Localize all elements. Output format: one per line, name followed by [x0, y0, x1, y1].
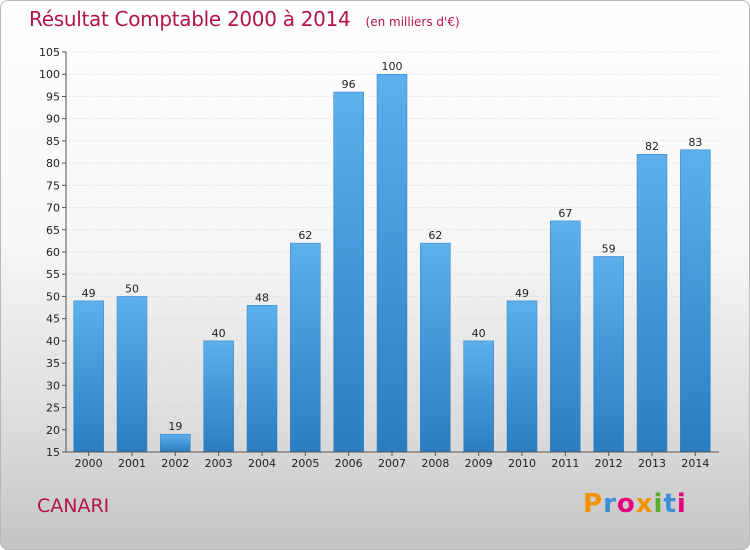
proxiti-logo[interactable]: Proxiti [583, 489, 687, 519]
y-tick-label: 20 [46, 424, 60, 437]
bar-value-label: 83 [688, 136, 702, 149]
logo-letter: i [653, 489, 664, 519]
x-tick-label: 2004 [248, 457, 276, 470]
x-tick-label: 2008 [421, 457, 449, 470]
bars: 49 50 19 40 48 62 96 100 62 40 49 67 59 82 83 [73, 60, 711, 453]
bar-value-label: 49 [515, 287, 529, 300]
x-tick-label: 2009 [465, 457, 493, 470]
y-tick-label: 60 [46, 246, 60, 259]
y-tick-label: 85 [46, 135, 60, 148]
y-tick-label: 30 [46, 379, 60, 392]
axes: 15 20 25 30 35 40 45 50 55 60 65 70 75 80 85 90 95 100 105… [39, 46, 719, 470]
y-tick-label: 100 [39, 68, 60, 81]
chart-title-unit: (en milliers d'€) [365, 15, 460, 29]
bar [680, 149, 711, 453]
bar-value-label: 100 [382, 60, 403, 73]
x-tick-label: 2007 [378, 457, 406, 470]
y-tick-label: 45 [46, 313, 60, 326]
bar-value-label: 19 [168, 420, 182, 433]
bar-value-label: 96 [342, 78, 356, 91]
y-tick-label: 50 [46, 290, 60, 303]
x-tick-label: 2005 [291, 457, 319, 470]
bar-value-label: 62 [298, 229, 312, 242]
logo-letter: i [676, 489, 687, 519]
bar-value-label: 40 [472, 327, 486, 340]
bar [376, 73, 408, 453]
bar [246, 305, 278, 453]
grid-lines [66, 51, 719, 453]
x-tick-label: 2003 [205, 457, 233, 470]
logo-letter: P [583, 489, 604, 519]
y-tick-label: 40 [46, 335, 60, 348]
x-tick-label: 2013 [638, 457, 666, 470]
bar [636, 153, 668, 453]
city-name: CANARI [37, 495, 110, 517]
bar [550, 220, 581, 453]
bar [463, 340, 494, 453]
y-tick-label: 105 [39, 46, 60, 59]
x-tick-label: 2012 [595, 457, 623, 470]
bar [160, 433, 191, 453]
chart-title: Résultat Comptable 2000 à 2014 (en milli… [29, 7, 460, 31]
y-tick-label: 25 [46, 402, 60, 415]
bar-value-label: 40 [212, 327, 226, 340]
y-tick-label: 15 [46, 446, 60, 459]
bar-value-label: 49 [82, 287, 96, 300]
bar [73, 300, 104, 453]
logo-letter: r [603, 489, 617, 519]
y-tick-label: 75 [46, 179, 60, 192]
bar [420, 242, 451, 453]
logo-letter: t [663, 489, 677, 519]
x-tick-label: 2002 [161, 457, 189, 470]
y-tick-label: 55 [46, 268, 60, 281]
bar-value-label: 82 [645, 140, 659, 153]
bar [290, 242, 321, 453]
bar [593, 256, 624, 453]
y-tick-label: 95 [46, 90, 60, 103]
x-tick-label: 2011 [551, 457, 579, 470]
chart-title-main: Résultat Comptable 2000 à 2014 [29, 7, 351, 31]
logo-letter: o [616, 489, 636, 519]
logo-letter: x [635, 489, 654, 519]
x-tick-label: 2010 [508, 457, 536, 470]
y-tick-label: 80 [46, 157, 60, 170]
y-tick-label: 70 [46, 202, 60, 215]
bar-value-label: 62 [428, 229, 442, 242]
bar [203, 340, 234, 453]
bar [333, 91, 364, 453]
y-tick-label: 90 [46, 113, 60, 126]
x-tick-label: 2000 [75, 457, 103, 470]
bar-value-label: 48 [255, 291, 269, 304]
bar [116, 296, 148, 453]
bar-value-label: 67 [558, 207, 572, 220]
y-tick-label: 35 [46, 357, 60, 370]
x-tick-label: 2006 [335, 457, 363, 470]
bar-value-label: 50 [125, 282, 139, 295]
x-tick-label: 2001 [118, 457, 146, 470]
x-tick-label: 2014 [681, 457, 709, 470]
bar-value-label: 59 [602, 242, 616, 255]
y-tick-label: 65 [46, 224, 60, 237]
bar [506, 300, 538, 453]
